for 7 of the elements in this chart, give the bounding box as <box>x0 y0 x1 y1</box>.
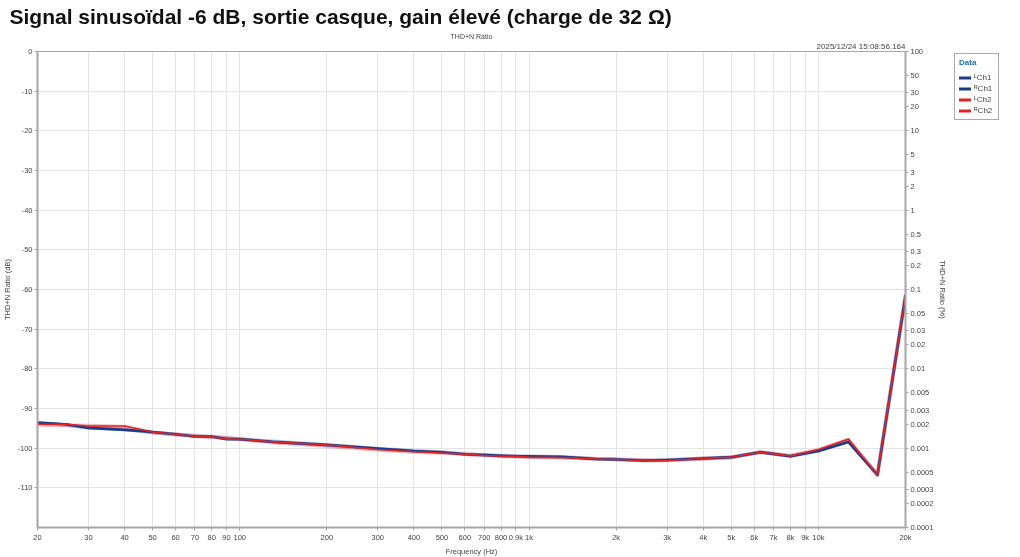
legend-label: ᴿCh2 <box>974 105 994 115</box>
chart-title: Signal sinusoïdal -6 dB, sortie casque, gain élevé (charge de 32 Ω) <box>9 5 672 28</box>
legend-label: ᴸCh2 <box>974 94 993 104</box>
text: 2025/12/24 15:08:56.164 <box>816 42 907 51</box>
legend-label: ᴿCh1 <box>974 83 994 93</box>
legend-title: Data <box>959 58 978 67</box>
legend-label: ᴸCh1 <box>974 72 993 82</box>
